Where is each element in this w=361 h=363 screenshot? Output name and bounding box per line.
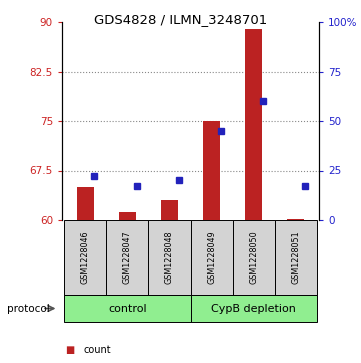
FancyBboxPatch shape <box>191 295 317 322</box>
Text: count: count <box>84 345 111 355</box>
Bar <box>119 212 136 220</box>
Text: GSM1228050: GSM1228050 <box>249 231 258 284</box>
Text: GSM1228051: GSM1228051 <box>291 231 300 284</box>
FancyBboxPatch shape <box>106 220 148 295</box>
Text: GSM1228047: GSM1228047 <box>123 231 132 284</box>
Bar <box>161 200 178 220</box>
FancyBboxPatch shape <box>64 220 106 295</box>
Text: GSM1228046: GSM1228046 <box>81 231 90 284</box>
Bar <box>287 219 304 220</box>
Text: GDS4828 / ILMN_3248701: GDS4828 / ILMN_3248701 <box>94 13 267 26</box>
FancyBboxPatch shape <box>191 220 232 295</box>
Text: GSM1228048: GSM1228048 <box>165 231 174 284</box>
Text: protocol: protocol <box>7 303 50 314</box>
FancyBboxPatch shape <box>232 220 275 295</box>
Bar <box>77 187 93 220</box>
Bar <box>203 121 220 220</box>
FancyBboxPatch shape <box>275 220 317 295</box>
Bar <box>245 29 262 220</box>
Text: control: control <box>108 303 147 314</box>
Text: CypB depletion: CypB depletion <box>211 303 296 314</box>
Text: ■: ■ <box>66 345 75 355</box>
FancyBboxPatch shape <box>148 220 191 295</box>
FancyBboxPatch shape <box>64 295 191 322</box>
Text: GSM1228049: GSM1228049 <box>207 231 216 284</box>
